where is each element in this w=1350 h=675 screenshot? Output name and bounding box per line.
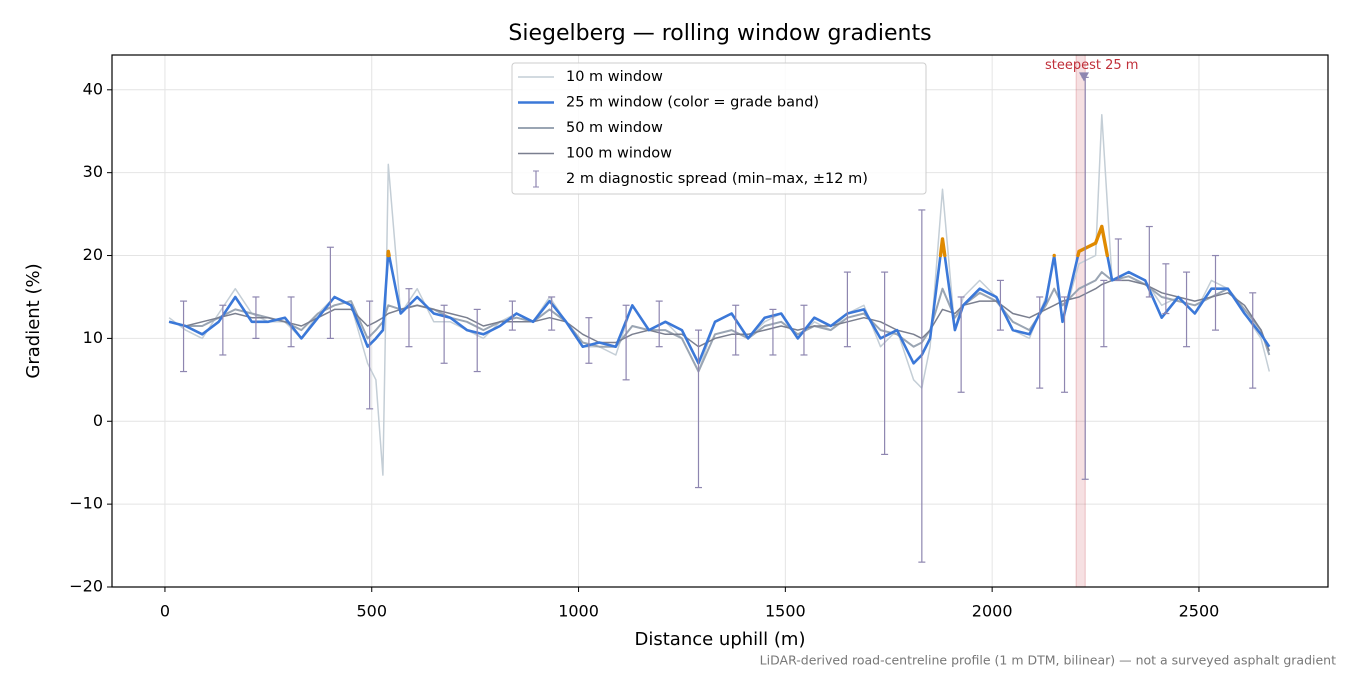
x-tick-label: 1000 [558, 602, 599, 621]
y-tick-label: 20 [83, 245, 103, 264]
error-bar [694, 329, 702, 489]
y-tick-label: 30 [83, 162, 103, 181]
x-tick-label: 500 [356, 602, 387, 621]
error-bar [219, 304, 227, 356]
error-bar [769, 308, 777, 356]
x-tick-label: 0 [160, 602, 170, 621]
error-bar [800, 304, 808, 356]
error-bar [843, 271, 851, 348]
error-bar [957, 296, 965, 393]
error-bar [1100, 279, 1108, 348]
footnote: LiDAR-derived road-centreline profile (1… [760, 653, 1336, 668]
series-line [168, 279, 1270, 352]
error-bar [326, 246, 334, 340]
error-bar [252, 296, 260, 340]
error-bar [548, 296, 556, 331]
legend-label: 100 m window [566, 146, 672, 162]
y-tick-label: −10 [69, 494, 103, 513]
x-tick-label: 1500 [765, 602, 806, 621]
legend-box [511, 62, 927, 195]
error-bar [180, 300, 188, 373]
error-bar [473, 308, 481, 373]
error-bar [881, 271, 889, 456]
error-bar [1162, 263, 1170, 315]
legend-label: 2 m diagnostic spread (min–max, ±12 m) [566, 171, 868, 187]
error-bar [655, 300, 663, 348]
legend-label: 25 m window (color = grade band) [566, 95, 819, 111]
legend-label: 10 m window [566, 69, 663, 85]
error-bar [405, 288, 413, 348]
legend-label: 50 m window [566, 120, 663, 136]
error-bar [508, 300, 516, 331]
y-tick-label: 0 [93, 411, 103, 430]
error-bar [1036, 296, 1044, 389]
error-bar [1183, 271, 1191, 348]
chart-title: Siegelberg — rolling window gradients [508, 21, 931, 46]
error-bar [1061, 296, 1069, 393]
y-tick-label: 40 [83, 79, 103, 98]
error-bar [622, 304, 630, 381]
error-bar [1145, 225, 1153, 298]
error-bar [287, 296, 295, 348]
error-bar [996, 279, 1004, 331]
y-tick-label: 10 [83, 328, 103, 347]
grade-band-highlight [386, 224, 1109, 258]
error-bar [440, 304, 448, 364]
annotation-marker [1078, 72, 1089, 82]
highlight-span [1075, 54, 1086, 588]
error-bar [366, 300, 374, 410]
x-tick-label: 2000 [972, 602, 1013, 621]
y-axis-label: Gradient (%) [23, 263, 44, 378]
y-tick-label: −20 [69, 577, 103, 596]
x-axis-label: Distance uphill (m) [635, 629, 806, 650]
error-bar [732, 304, 740, 356]
annotation-text: steepest 25 m [1045, 58, 1138, 73]
plot-frame [111, 54, 1329, 588]
error-bar [918, 209, 926, 563]
error-bar [1114, 238, 1122, 281]
error-bar [1211, 254, 1219, 331]
error-bar [585, 317, 593, 364]
error-bar [1249, 292, 1257, 389]
x-tick-label: 2500 [1179, 602, 1220, 621]
